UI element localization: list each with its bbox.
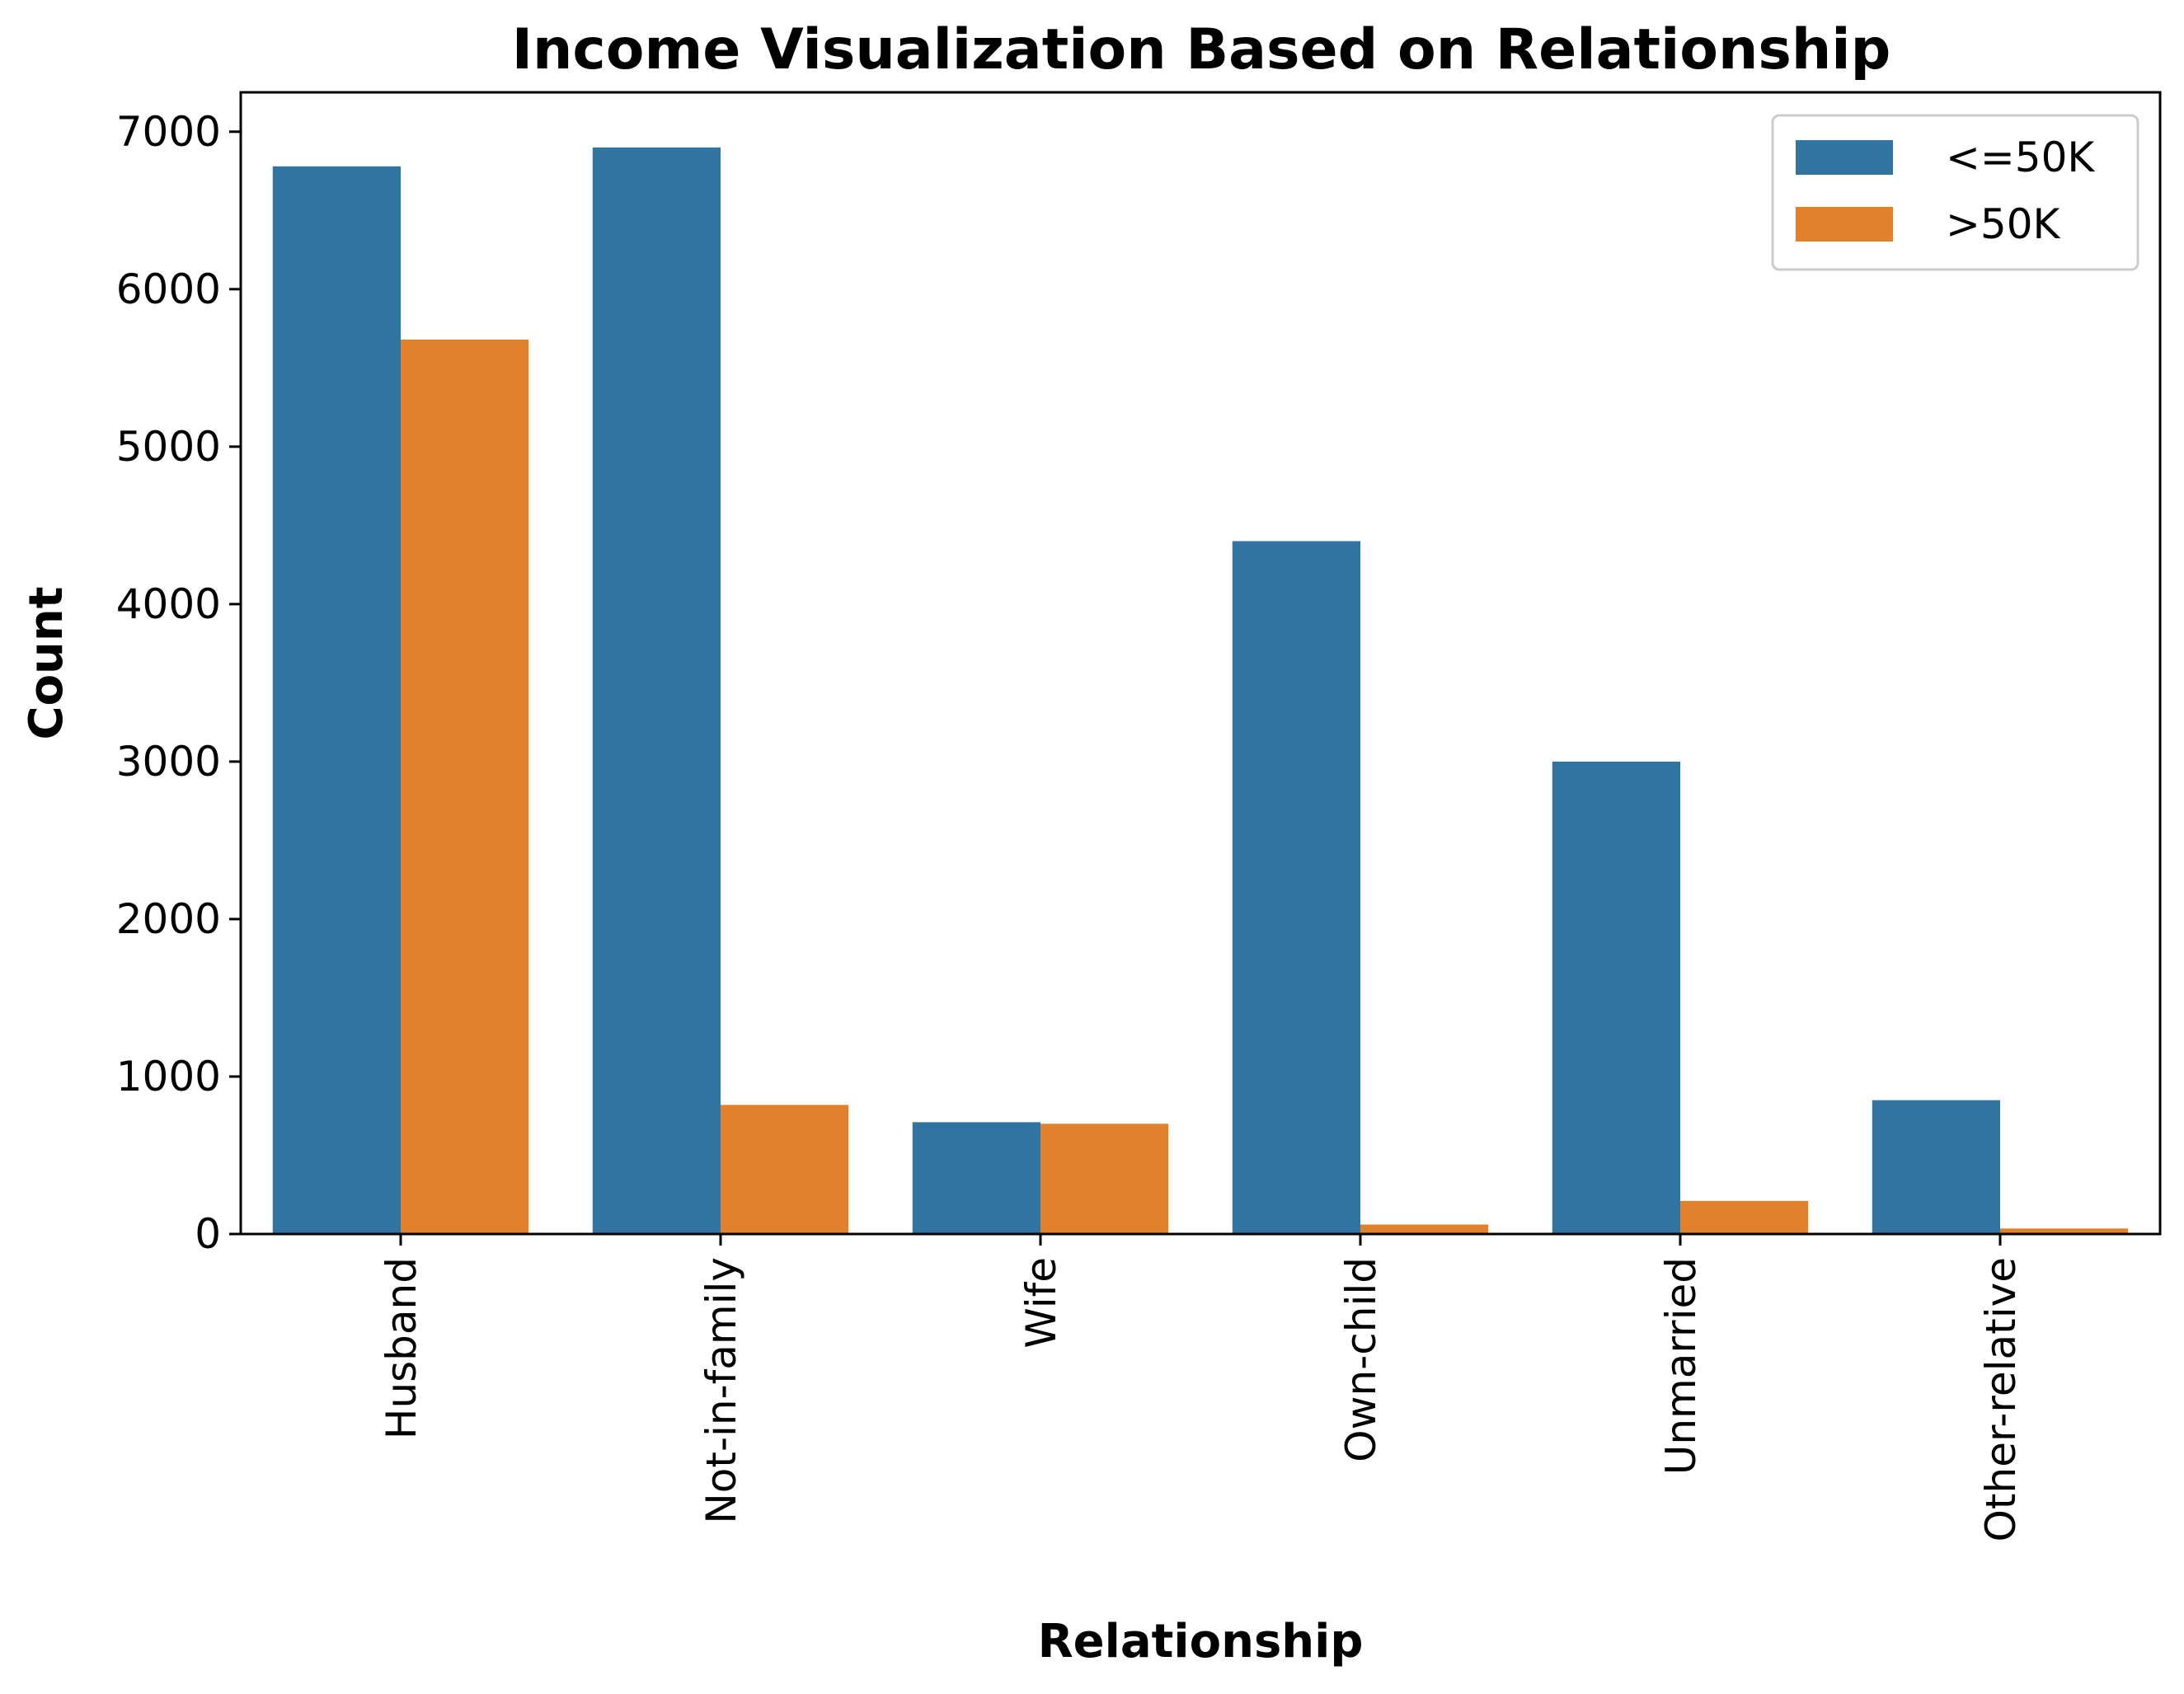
x-tick-label: Unmarried xyxy=(1657,1257,1705,1475)
bar-unmarried-series-1 xyxy=(1680,1200,1809,1234)
legend-label: <=50K xyxy=(1946,134,2095,181)
bar-wife-series-1 xyxy=(1040,1124,1169,1234)
bar-husband-series-0 xyxy=(272,166,401,1234)
x-axis-label: Relationship xyxy=(1038,1615,1364,1668)
bar-unmarried-series-0 xyxy=(1552,761,1680,1234)
legend-swatch xyxy=(1796,207,1893,242)
x-axis: Husband Not-in-family Wife Own-child Unmarri… xyxy=(378,1234,2025,1541)
x-tick-label: Not-in-family xyxy=(697,1257,745,1524)
plot-frame xyxy=(239,91,2162,1236)
y-tick-label: 5000 xyxy=(116,423,221,471)
y-tick-label: 4000 xyxy=(116,580,221,628)
legend-label: >50K xyxy=(1946,200,2061,248)
x-tick-label: Husband xyxy=(378,1257,425,1439)
bar-own-child-series-1 xyxy=(1360,1224,1489,1234)
x-tick-label: Other-relative xyxy=(1977,1257,2025,1541)
chart-title: Income Visualization Based on Relationsh… xyxy=(512,17,1891,82)
y-tick-label: 2000 xyxy=(116,895,221,943)
bar-not-in-family-series-1 xyxy=(721,1105,849,1234)
y-tick-label: 1000 xyxy=(116,1053,221,1100)
y-axis-label: Count xyxy=(20,586,73,739)
y-tick-label: 7000 xyxy=(116,108,221,156)
bar-not-in-family-series-0 xyxy=(592,147,721,1235)
x-tick-label: Own-child xyxy=(1337,1257,1385,1462)
x-tick-label: Wife xyxy=(1017,1257,1065,1349)
bar-other-relative-series-0 xyxy=(1872,1100,2000,1234)
bar-wife-series-0 xyxy=(912,1122,1040,1234)
legend: <=50K >50K xyxy=(1771,114,2139,271)
y-axis: 0 1000 2000 3000 4000 5000 6000 7000 xyxy=(116,108,241,1258)
legend-swatch xyxy=(1796,140,1893,175)
bar-husband-series-1 xyxy=(401,339,529,1235)
bar-other-relative-series-1 xyxy=(2000,1228,2129,1234)
bars-group xyxy=(272,147,2129,1235)
bar-own-child-series-0 xyxy=(1232,541,1360,1234)
y-tick-label: 0 xyxy=(195,1210,221,1258)
y-tick-label: 3000 xyxy=(116,738,221,786)
y-tick-label: 6000 xyxy=(116,265,221,313)
